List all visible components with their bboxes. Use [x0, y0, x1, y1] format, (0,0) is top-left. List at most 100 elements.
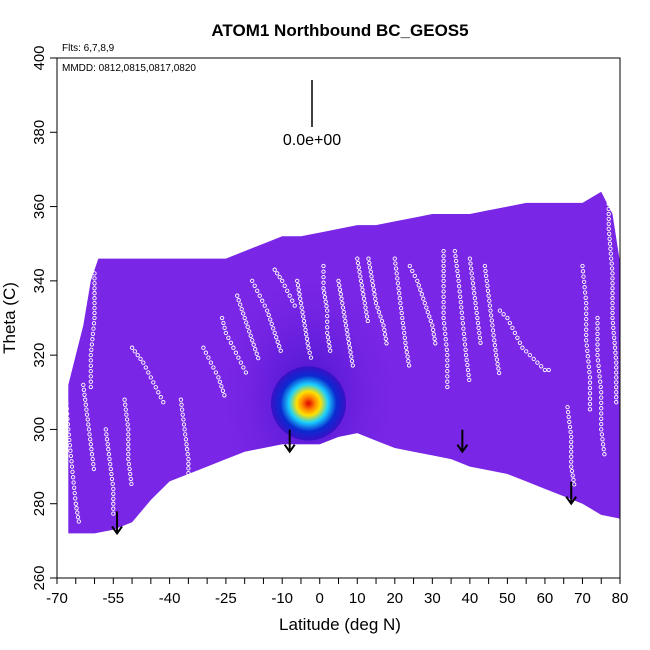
- track-point: [345, 332, 350, 337]
- track-point: [89, 342, 95, 347]
- track-point: [584, 343, 589, 348]
- track-point: [454, 263, 459, 269]
- track-point: [82, 392, 87, 397]
- track-point: [567, 424, 573, 430]
- track-point: [569, 459, 574, 464]
- track-point: [206, 355, 211, 360]
- track-point: [608, 246, 613, 251]
- track-point: [361, 296, 367, 301]
- track-point: [610, 271, 615, 276]
- track-point: [321, 269, 326, 274]
- track-point: [143, 365, 148, 370]
- track-point: [584, 322, 589, 327]
- track-point: [599, 416, 604, 421]
- track-point: [151, 380, 156, 385]
- track-point: [607, 241, 613, 246]
- track-point: [599, 427, 604, 432]
- track-point: [88, 379, 93, 384]
- track-point: [587, 385, 593, 391]
- track-point: [510, 325, 515, 331]
- track-point: [375, 305, 380, 310]
- track-point: [219, 384, 224, 389]
- track-point: [584, 306, 589, 311]
- track-point: [461, 326, 466, 331]
- track-point: [89, 347, 94, 352]
- track-point: [75, 510, 80, 515]
- track-point: [403, 345, 409, 350]
- track-point: [295, 283, 301, 288]
- track-point: [92, 296, 97, 301]
- track-point: [406, 358, 411, 364]
- track-point: [111, 511, 116, 516]
- track-point: [182, 427, 187, 432]
- track-point: [445, 363, 450, 368]
- track-point: [363, 305, 368, 310]
- track-point: [183, 437, 189, 442]
- track-point: [612, 335, 617, 340]
- track-point: [89, 452, 95, 457]
- track-point: [378, 314, 383, 319]
- track-point: [256, 355, 261, 361]
- y-tick-label: 300: [31, 417, 48, 442]
- track-point: [472, 296, 478, 301]
- track-point: [76, 519, 81, 524]
- track-point: [367, 265, 373, 270]
- track-point: [86, 427, 92, 432]
- track-point: [106, 447, 111, 452]
- track-point: [599, 390, 604, 395]
- track-point: [611, 330, 616, 336]
- y-tick-label: 360: [31, 194, 48, 219]
- track-point: [613, 355, 618, 360]
- track-point: [186, 461, 191, 466]
- track-point: [269, 321, 274, 327]
- track-point: [432, 336, 437, 341]
- track-point: [325, 330, 330, 336]
- track-point: [462, 337, 467, 342]
- track-point: [599, 421, 604, 427]
- track-point: [348, 350, 353, 355]
- track-point: [216, 375, 221, 380]
- track-point: [441, 294, 446, 299]
- track-point: [107, 456, 112, 462]
- track-point: [125, 422, 130, 427]
- track-point: [361, 292, 366, 297]
- track-point: [600, 442, 606, 447]
- track-point: [63, 390, 68, 396]
- x-tick-label: 70: [574, 590, 591, 607]
- track-point: [90, 456, 95, 462]
- track-point: [458, 299, 463, 305]
- plume-core: [270, 366, 347, 441]
- track-point: [468, 261, 473, 266]
- track-point: [339, 296, 344, 301]
- track-point: [410, 268, 415, 274]
- track-point: [470, 276, 475, 281]
- track-point: [123, 407, 128, 412]
- track-point: [517, 340, 523, 345]
- track-point: [369, 274, 374, 279]
- track-point: [325, 313, 330, 319]
- track-point: [83, 397, 88, 402]
- x-tick-label: 40: [462, 590, 479, 607]
- track-point: [569, 439, 574, 444]
- track-point: [477, 330, 482, 336]
- track-point: [496, 366, 501, 371]
- track-point: [111, 491, 116, 496]
- track-point: [340, 305, 346, 310]
- track-point: [371, 287, 376, 292]
- track-point: [65, 422, 71, 427]
- track-point: [148, 375, 153, 380]
- track-point: [304, 332, 309, 337]
- track-point: [265, 308, 270, 313]
- track-point: [350, 363, 355, 368]
- track-point: [126, 456, 131, 462]
- track-point: [606, 182, 611, 187]
- track-point: [223, 330, 229, 336]
- track-point: [67, 437, 72, 443]
- track-point: [328, 348, 333, 353]
- chart-title: ATOM1 Northbound BC_GEOS5: [211, 21, 468, 40]
- track-point: [492, 338, 497, 343]
- track-point: [337, 283, 342, 288]
- track-point: [85, 417, 90, 422]
- scale-label: 0.0e+00: [283, 132, 341, 149]
- track-point: [512, 330, 518, 336]
